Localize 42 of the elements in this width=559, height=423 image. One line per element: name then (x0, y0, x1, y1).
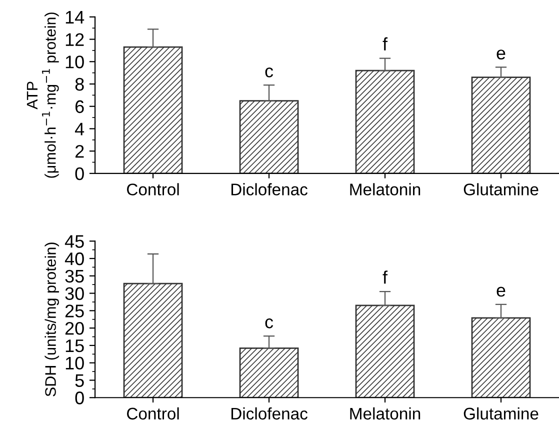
y-tick-label: 14 (66, 11, 84, 24)
y-tick-label: 10 (66, 56, 84, 68)
y-tick-label: 10 (66, 356, 84, 370)
x-tick-label: Glutamine (464, 183, 538, 196)
y-tick-label: 15 (66, 340, 84, 352)
annotation: c (265, 67, 274, 78)
y-tick-label: 4 (74, 122, 84, 136)
bar (355, 304, 415, 398)
annotation: c (265, 318, 274, 328)
text: ATP (μmol·h$^{−1}$·mg$^{−1}$ protein) (26, 12, 59, 178)
y-tick-label: 20 (65, 322, 84, 335)
y-tick-label: 8 (75, 78, 84, 91)
annotation: e (496, 50, 506, 60)
annotation: f (382, 37, 388, 50)
y-tick-label: 25 (65, 304, 84, 318)
y-tick-label: 0 (75, 392, 84, 404)
annotation: e (496, 286, 506, 297)
y-tick-label: 40 (64, 252, 84, 266)
x-tick-label: Glutamine (464, 407, 538, 420)
bar (355, 70, 415, 174)
x-tick-label: Diclofenac (231, 183, 308, 196)
y-tick-label: 2 (75, 145, 84, 158)
bar (239, 100, 299, 174)
bar (471, 76, 531, 174)
x-tick-label: Control (127, 183, 179, 196)
bar (239, 348, 299, 398)
annotation: f (382, 270, 388, 284)
bar (123, 46, 183, 174)
bar (123, 282, 183, 398)
y-tick-label: 30 (65, 287, 84, 300)
x-tick-label: Diclofenac (231, 407, 308, 420)
y-tick-label: 45 (64, 235, 84, 248)
y-tick-label: 0 (75, 167, 84, 180)
x-tick-label: Melatonin (350, 183, 420, 196)
y-tick-label: 5 (75, 374, 84, 387)
y-tick-label: 6 (75, 100, 84, 114)
x-tick-label: Control (127, 407, 179, 420)
y-tick-label: 12 (66, 33, 84, 46)
y-axis-title: SDH (units/mg protein) (44, 242, 59, 396)
bar (471, 317, 531, 398)
x-tick-label: Melatonin (350, 407, 420, 420)
y-tick-label: 35 (65, 270, 84, 283)
